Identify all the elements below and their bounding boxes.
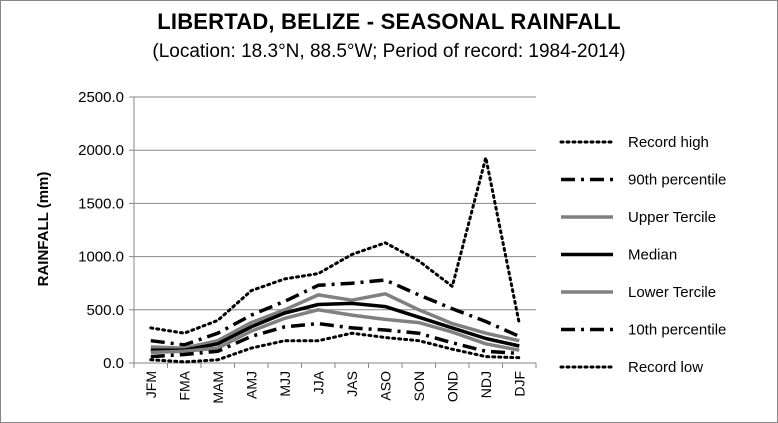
x-tick-label: MAM <box>210 371 226 404</box>
x-tick-label: SON <box>411 371 427 401</box>
y-tick-label: 2000.0 <box>78 142 124 159</box>
y-tick-label: 0.0 <box>103 355 124 372</box>
x-tick-label: JAS <box>344 371 360 397</box>
x-tick-label: AMJ <box>243 371 259 399</box>
chart-subtitle: (Location: 18.3°N, 88.5°W; Period of rec… <box>152 41 626 62</box>
series-lines <box>149 156 521 364</box>
legend-label-90th-percentile: 90th percentile <box>628 172 726 189</box>
y-tick-label: 500.0 <box>86 302 124 319</box>
x-tick-label: JJA <box>310 370 326 394</box>
series-line-lower-tercile <box>150 308 520 355</box>
y-tick-label: 1500.0 <box>78 195 124 212</box>
axes: 0.0 500.0 1000.0 1500.0 2000.0 2500.0 JFM FMA MA… <box>78 89 537 404</box>
legend-label-record-high: Record high <box>628 134 709 151</box>
legend: Record high 90th percentile Upper Tercile M… <box>559 134 726 376</box>
series-line-record-low <box>149 331 521 364</box>
legend-label-lower-tercile: Lower Tercile <box>628 284 716 301</box>
x-tick-label: NDJ <box>478 371 494 398</box>
series-line-record-high <box>149 156 521 335</box>
x-tick-label: FMA <box>176 370 192 400</box>
series-line-90th-percentile <box>150 278 521 347</box>
x-tick-label: DJF <box>511 371 527 397</box>
x-tick-label: OND <box>444 371 460 402</box>
x-tick-label: JFM <box>143 371 159 398</box>
legend-label-median: Median <box>628 247 677 264</box>
chart-title: LIBERTAD, BELIZE - SEASONAL RAINFALL <box>157 9 621 34</box>
legend-label-upper-tercile: Upper Tercile <box>628 209 716 226</box>
legend-label-record-low: Record low <box>628 359 703 376</box>
y-tick-label: 2500.0 <box>78 89 124 106</box>
series-line-median <box>150 301 520 352</box>
x-tick-label: ASO <box>377 371 393 401</box>
x-tick-label: MJJ <box>277 371 293 397</box>
y-axis-label: RAINFALL (mm) <box>35 172 52 287</box>
y-tick-label: 1000.0 <box>78 249 124 266</box>
series-line-upper-tercile <box>150 292 520 350</box>
gridlines <box>134 96 536 311</box>
legend-label-10th-percentile: 10th percentile <box>628 322 726 339</box>
series-line-10th-percentile <box>150 321 520 359</box>
